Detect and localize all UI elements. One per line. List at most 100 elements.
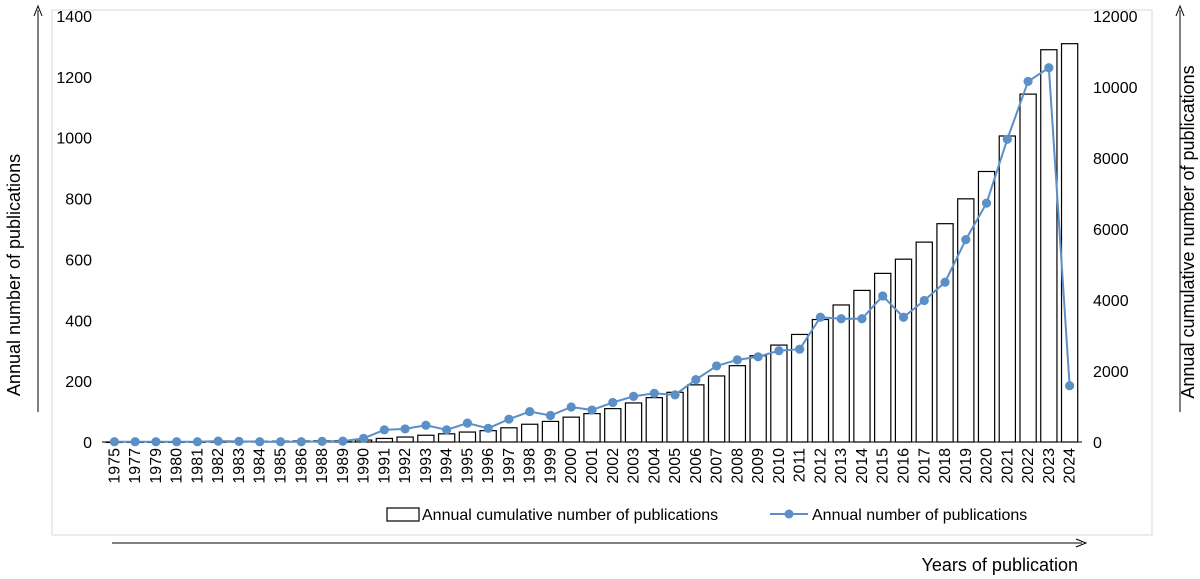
bar <box>770 344 788 443</box>
bar <box>936 223 954 443</box>
x-tick-label: 1990 <box>356 448 373 484</box>
chart-frame <box>51 9 1153 536</box>
left-axis-title: Annual number of publications <box>4 154 24 396</box>
x-tick-label: 1995 <box>459 448 476 484</box>
x-tick-label: 1998 <box>522 448 539 484</box>
line-point <box>400 424 410 434</box>
right-y-ticks: 0 2000 4000 6000 8000 10000 12000 <box>1093 9 1138 452</box>
bar <box>749 355 767 443</box>
left-y-tick-label: 0 <box>83 435 92 452</box>
x-tick-label: 1997 <box>501 448 518 484</box>
x-axis-arrowhead <box>1075 538 1088 548</box>
line-point <box>836 314 846 324</box>
line-point <box>753 352 763 362</box>
right-axis-arrowhead <box>1175 4 1185 17</box>
bar <box>728 365 747 443</box>
line-point <box>296 437 306 447</box>
bar <box>562 416 580 443</box>
legend-bar-swatch <box>386 507 420 522</box>
line-point <box>649 388 659 398</box>
line-point <box>213 436 223 446</box>
bar <box>417 434 435 443</box>
x-tick-label: 1999 <box>542 448 559 484</box>
legend-line-label: Annual number of publications <box>812 507 1027 524</box>
bar <box>687 384 705 443</box>
x-tick-label: 1991 <box>376 448 393 484</box>
x-tick-label: 2018 <box>937 448 954 484</box>
right-y-tick-label: 4000 <box>1093 293 1129 310</box>
x-tick-label: 2002 <box>605 448 622 484</box>
line-point <box>981 198 992 208</box>
legend-bar-label: Annual cumulative number of publications <box>422 507 718 524</box>
line-point <box>130 437 140 447</box>
right-y-tick-label: 8000 <box>1093 151 1129 168</box>
bar <box>624 402 643 443</box>
line-point <box>1023 76 1033 87</box>
x-tick-label: 2016 <box>895 448 912 484</box>
bar <box>1019 93 1037 443</box>
line-point <box>1065 381 1075 391</box>
line-point <box>172 437 182 447</box>
bar <box>645 397 664 443</box>
x-tick-label: 1989 <box>335 448 352 484</box>
line-point <box>421 420 431 430</box>
line-point <box>608 397 618 408</box>
bar <box>500 427 518 443</box>
x-tick-label: 2004 <box>646 448 663 484</box>
line-point <box>878 291 888 301</box>
x-tick-label: 2011 <box>792 448 809 483</box>
line-point <box>940 277 950 287</box>
x-tick-label: 2001 <box>584 448 601 484</box>
left-y-tick-label: 800 <box>65 192 92 209</box>
left-y-tick-label: 1400 <box>56 9 92 26</box>
legend: Annual cumulative number of publications… <box>386 507 1027 524</box>
x-tick-label: 1982 <box>210 448 227 484</box>
x-tick-label: 1979 <box>148 448 165 484</box>
x-tick-label: 2020 <box>979 448 996 484</box>
line-point <box>358 433 369 443</box>
line-point <box>712 361 722 371</box>
line-point <box>566 402 576 412</box>
x-tick-label: 2006 <box>688 448 705 484</box>
x-tick-label: 2022 <box>1020 448 1037 484</box>
line-point <box>691 375 701 385</box>
line-point <box>815 312 826 322</box>
bar <box>666 391 684 443</box>
line-point <box>525 406 535 417</box>
x-tick-label: 1993 <box>418 448 435 484</box>
x-tick-label: 1994 <box>439 448 456 484</box>
x-tick-label: 2010 <box>771 448 788 484</box>
bar <box>707 375 726 443</box>
bar <box>583 413 601 443</box>
line-point <box>587 405 597 415</box>
line-series <box>109 63 1075 447</box>
line-point <box>275 437 286 447</box>
x-tick-label: 2024 <box>1062 448 1079 484</box>
bar-series <box>105 43 1079 444</box>
x-tick-label: 1980 <box>169 448 186 484</box>
line-point <box>234 436 244 446</box>
line-point <box>545 410 556 421</box>
x-tick-label: 1981 <box>189 448 206 484</box>
x-tick-label: 2009 <box>750 448 767 484</box>
x-axis-title: Years of publication <box>922 555 1078 575</box>
x-tick-label: 1985 <box>273 448 290 484</box>
line-point <box>255 437 265 447</box>
left-y-ticks: 0 200 400 600 800 1000 1200 1400 <box>56 9 92 452</box>
line-point <box>919 295 929 306</box>
x-tick-label: 2007 <box>709 448 726 484</box>
x-tick-label: 2017 <box>916 448 933 484</box>
line-point <box>504 414 514 424</box>
left-y-tick-label: 600 <box>65 252 92 269</box>
line-point <box>774 346 784 356</box>
line-point <box>192 437 203 447</box>
line-point <box>338 436 348 446</box>
line-point <box>379 425 389 435</box>
bar <box>437 433 456 443</box>
x-axis-title-group: Years of publication <box>112 538 1088 575</box>
right-y-tick-label: 6000 <box>1093 222 1129 239</box>
line-point <box>961 235 971 245</box>
line-point <box>1002 134 1012 144</box>
x-tick-label: 2015 <box>875 448 892 484</box>
line-point <box>317 436 327 446</box>
